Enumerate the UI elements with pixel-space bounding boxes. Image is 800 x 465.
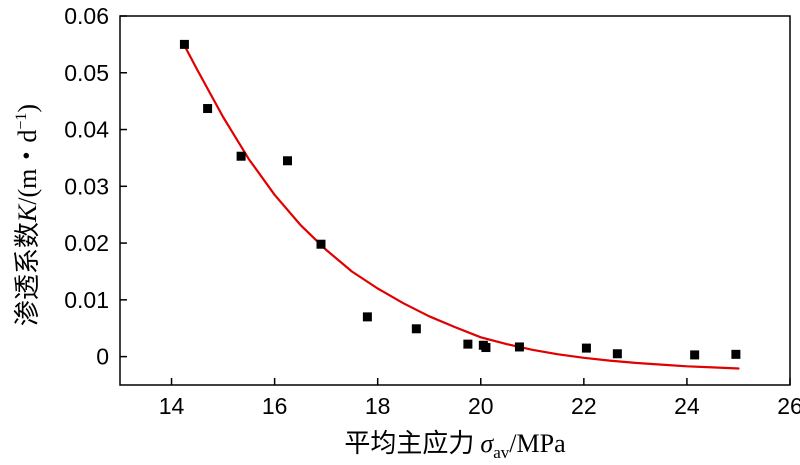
- y-tick-label: 0.06: [64, 3, 109, 29]
- fit-curve: [183, 44, 740, 370]
- x-axis-title-symbol: σ: [480, 429, 494, 458]
- data-point: [179, 39, 189, 49]
- x-tick-label: 20: [468, 393, 494, 419]
- data-point: [411, 324, 421, 334]
- x-tick-label: 14: [159, 393, 185, 419]
- data-point: [203, 104, 213, 114]
- x-tick-label: 26: [777, 393, 800, 419]
- y-axis-title-unit-close: ): [13, 104, 42, 113]
- y-axis-title-symbol: K: [13, 203, 42, 223]
- y-tick-label: 0.02: [64, 230, 109, 256]
- x-axis-title: 平均主应力 σav/MPa: [344, 429, 566, 462]
- data-point: [362, 312, 372, 322]
- y-tick-label: 0.05: [64, 60, 109, 86]
- x-axis-title-unit: /MPa: [509, 429, 566, 458]
- x-tick-label: 24: [674, 393, 700, 419]
- y-axis-title-unit-sup: −1: [13, 113, 30, 130]
- data-point: [283, 156, 292, 166]
- y-tick-label: 0.04: [64, 117, 109, 143]
- x-tick-label: 16: [262, 393, 288, 419]
- x-axis-title-subscript: av: [493, 443, 510, 462]
- y-axis-title-unit-open: /(m・d: [13, 130, 42, 205]
- data-point: [316, 239, 326, 249]
- series-layer: [179, 39, 741, 370]
- data-point: [481, 343, 491, 353]
- data-point: [236, 151, 246, 161]
- plot-frame: [119, 15, 791, 386]
- y-tick-label: 0.03: [64, 173, 109, 199]
- y-axis: 0 0.01 0.02 0.03 0.04 0.05 0.06: [64, 3, 127, 370]
- y-tick-label: 0: [96, 344, 109, 370]
- data-point: [581, 343, 591, 353]
- x-axis-title-text: 平均主应力: [344, 429, 474, 458]
- data-point: [514, 342, 524, 352]
- data-point: [731, 349, 741, 359]
- plot-border: [119, 15, 791, 386]
- x-tick-label: 22: [571, 393, 597, 419]
- y-axis-title-text: 渗透系数: [13, 222, 42, 326]
- y-tick-label: 0.01: [64, 287, 109, 313]
- data-point: [612, 349, 622, 359]
- x-axis: 14 16 18 20 22 24 26: [159, 378, 800, 419]
- data-point: [690, 350, 700, 360]
- y-axis-title: 渗透系数K/(m・d−1): [13, 104, 42, 326]
- data-point: [463, 339, 473, 349]
- x-tick-label: 18: [365, 393, 391, 419]
